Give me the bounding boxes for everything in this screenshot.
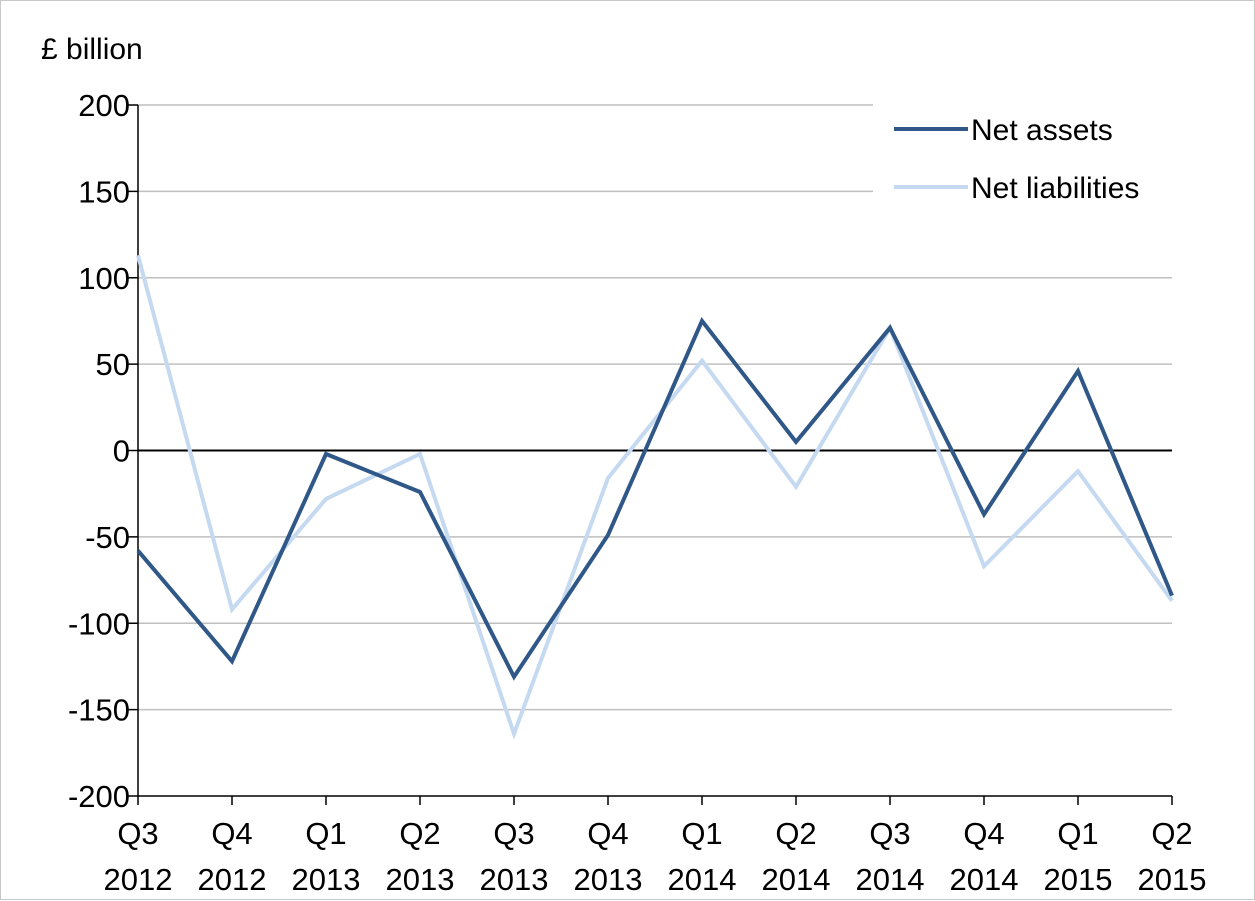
x-tick-label-quarter: Q1: [681, 816, 722, 851]
y-tick-label: -150: [68, 693, 130, 728]
series-line-net-liabilities: [138, 255, 1172, 734]
y-tick-label: -100: [68, 606, 130, 641]
x-tick-label-year: 2015: [1044, 862, 1113, 897]
x-tick-label-year: 2013: [480, 862, 549, 897]
x-tick-label-quarter: Q1: [1057, 816, 1098, 851]
x-tick-label-year: 2014: [668, 862, 737, 897]
y-tick-label: 200: [78, 88, 130, 123]
x-tick-label-quarter: Q4: [963, 816, 1004, 851]
y-tick-label: 150: [78, 174, 130, 209]
y-tick-label: 50: [96, 347, 130, 382]
y-tick-label: -50: [85, 520, 130, 555]
y-axis-label: £ billion: [41, 33, 143, 66]
x-tick-label-year: 2014: [856, 862, 925, 897]
y-tick-label: -200: [68, 779, 130, 814]
x-tick-label-quarter: Q1: [305, 816, 346, 851]
x-tick-label-year: 2013: [574, 862, 643, 897]
x-tick-label-year: 2014: [950, 862, 1019, 897]
x-tick-label-quarter: Q3: [869, 816, 910, 851]
x-tick-label-year: 2014: [762, 862, 831, 897]
x-tick-label-quarter: Q2: [1151, 816, 1192, 851]
y-tick-label: 100: [78, 261, 130, 296]
x-tick-label-year: 2012: [198, 862, 267, 897]
x-tick-label-year: 2015: [1138, 862, 1207, 897]
x-tick-label-quarter: Q3: [117, 816, 158, 851]
legend-label-net-liabilities: Net liabilities: [971, 172, 1139, 205]
x-tick-label-year: 2013: [292, 862, 361, 897]
x-tick-label-quarter: Q4: [211, 816, 252, 851]
legend-label-net-assets: Net assets: [971, 114, 1113, 147]
x-tick-label-year: 2013: [386, 862, 455, 897]
legend: Net assets Net liabilities: [873, 101, 1173, 213]
y-tick-label: 0: [113, 434, 130, 469]
x-tick-label-quarter: Q2: [399, 816, 440, 851]
x-tick-label-quarter: Q4: [587, 816, 628, 851]
x-tick-label-quarter: Q2: [775, 816, 816, 851]
x-tick-label-quarter: Q3: [493, 816, 534, 851]
x-tick-label-year: 2012: [104, 862, 173, 897]
series-lines: [138, 255, 1172, 734]
